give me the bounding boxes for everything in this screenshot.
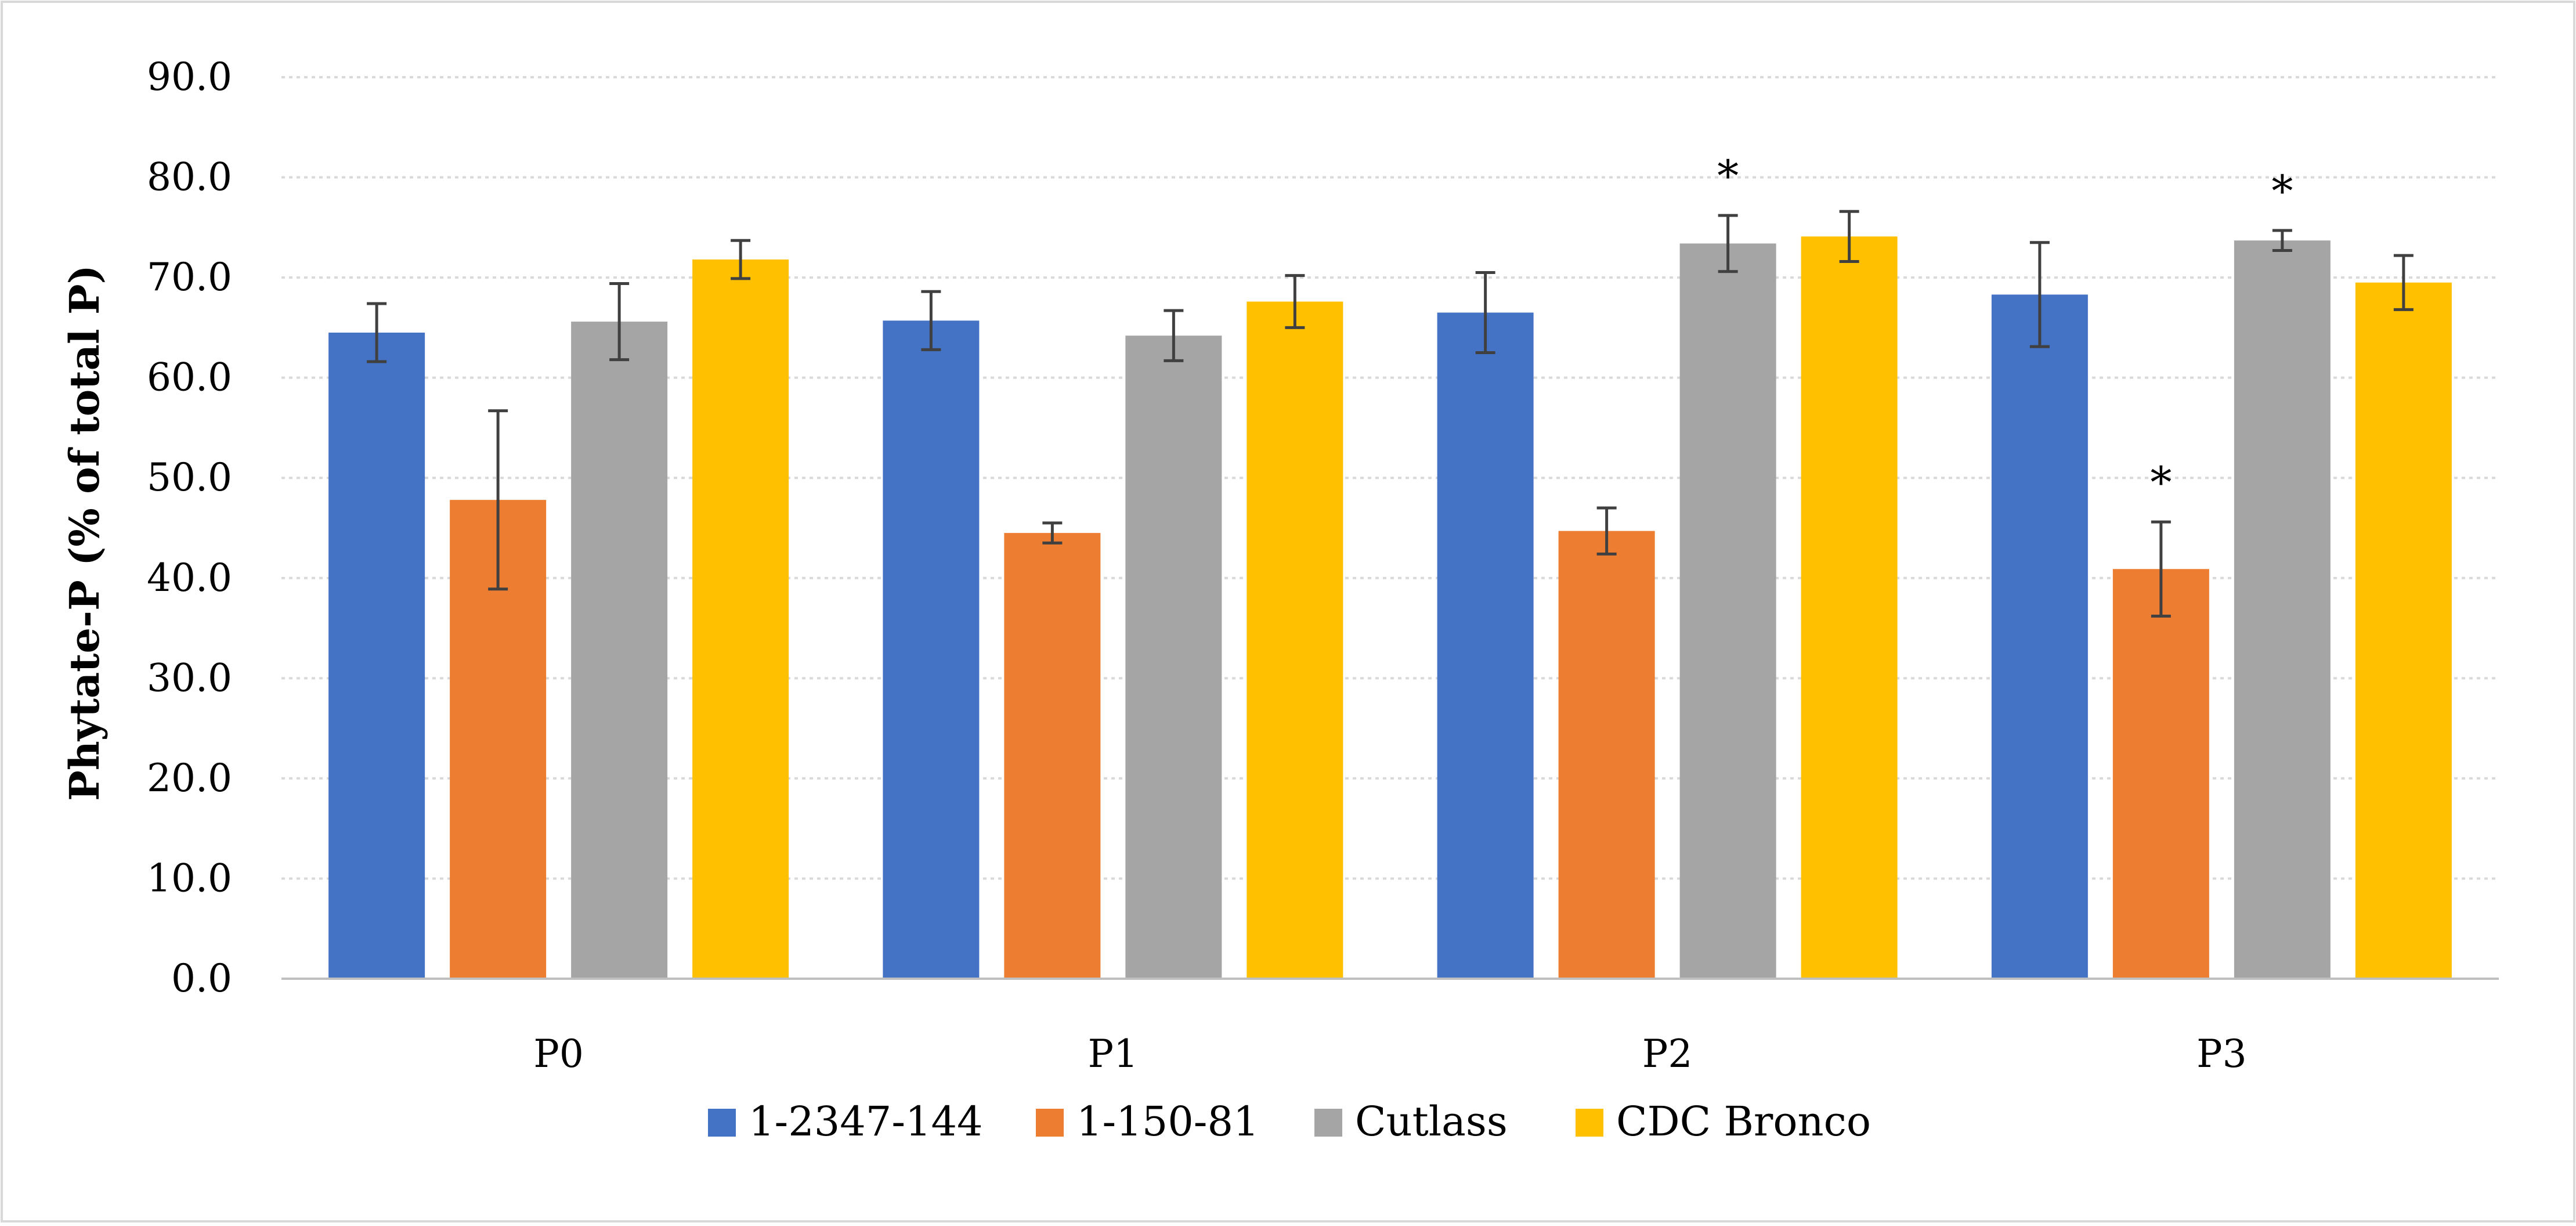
bar bbox=[2355, 282, 2452, 979]
bar bbox=[2112, 569, 2209, 979]
y-tick-label: 90.0 bbox=[147, 55, 232, 99]
legend-label: 1-2347-144 bbox=[749, 1098, 983, 1145]
bar bbox=[1437, 312, 1534, 979]
x-tick-label: P1 bbox=[1088, 1032, 1138, 1076]
legend-swatch bbox=[1314, 1109, 1342, 1137]
y-tick-label: 60.0 bbox=[147, 355, 232, 400]
y-tick-label: 20.0 bbox=[147, 756, 232, 800]
x-tick-label: P0 bbox=[533, 1032, 583, 1076]
bar bbox=[2234, 240, 2331, 979]
legend-swatch bbox=[1576, 1109, 1603, 1137]
bar bbox=[883, 320, 980, 979]
legend-swatch bbox=[708, 1109, 736, 1137]
y-axis-title: Phytate-P (% of total P) bbox=[60, 265, 109, 800]
y-tick-label: 10.0 bbox=[147, 856, 232, 900]
y-tick-label: 70.0 bbox=[147, 255, 232, 300]
bar bbox=[1125, 336, 1222, 979]
legend: 1-2347-144 1-150-81 Cutlass CDC Bronco bbox=[708, 1098, 1871, 1145]
bar bbox=[328, 333, 425, 979]
error-bar-layer bbox=[367, 210, 2414, 618]
bar bbox=[571, 322, 668, 979]
y-tick-label: 80.0 bbox=[147, 155, 232, 200]
legend-label: Cutlass bbox=[1355, 1098, 1508, 1145]
annotation-layer: * * * bbox=[1717, 152, 2293, 508]
y-tick-labels: 0.0 10.0 20.0 30.0 40.0 50.0 60.0 70.0 80.0 90.0 bbox=[147, 55, 232, 1001]
bar bbox=[1558, 531, 1655, 979]
y-tick-label: 50.0 bbox=[147, 455, 232, 500]
x-tick-labels: P0 P1 P2 P3 bbox=[533, 1032, 2246, 1076]
significance-marker: * bbox=[1717, 152, 1739, 201]
significance-marker: * bbox=[2271, 167, 2293, 217]
legend-label: 1-150-81 bbox=[1076, 1098, 1259, 1145]
y-tick-label: 0.0 bbox=[171, 956, 232, 1001]
bar bbox=[1247, 301, 1343, 979]
y-tick-label: 30.0 bbox=[147, 655, 232, 700]
y-tick-label: 40.0 bbox=[147, 556, 232, 600]
bar bbox=[1679, 243, 1776, 979]
legend-label: CDC Bronco bbox=[1616, 1098, 1871, 1145]
bar bbox=[1801, 236, 1898, 979]
x-tick-label: P3 bbox=[2196, 1032, 2246, 1076]
bar bbox=[692, 259, 789, 979]
x-tick-label: P2 bbox=[1642, 1032, 1692, 1076]
significance-marker: * bbox=[2150, 458, 2172, 508]
legend-swatch bbox=[1036, 1109, 1064, 1137]
bar bbox=[1991, 294, 2088, 979]
bar-layer bbox=[328, 236, 2452, 979]
bar bbox=[1004, 533, 1101, 979]
